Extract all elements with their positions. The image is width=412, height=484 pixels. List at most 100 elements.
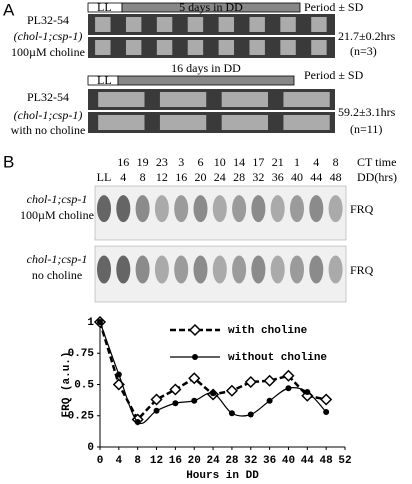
conidia-band	[98, 92, 145, 107]
ct-label: 16	[117, 155, 129, 169]
point	[304, 389, 311, 395]
conidia-band	[95, 17, 111, 32]
dd-hour: 28	[233, 170, 245, 184]
conidia-band	[95, 40, 111, 55]
blot-band	[193, 255, 208, 284]
genotype: (chol-1;csp-1)	[14, 108, 83, 122]
dd-hour: 48	[330, 170, 342, 184]
blot-band	[174, 255, 189, 284]
conidia-band	[187, 40, 204, 55]
blot-band	[290, 255, 304, 284]
conidia-band	[249, 17, 265, 32]
dd-hour: 32	[252, 170, 264, 184]
point	[263, 374, 276, 387]
protein-label: FRQ	[350, 202, 374, 216]
ct-label: 23	[156, 155, 168, 169]
ct-label: 10	[214, 155, 226, 169]
blot-band	[232, 195, 247, 223]
x-tick-label: 52	[338, 455, 351, 467]
race-tube	[88, 112, 335, 133]
period: 21.7±0.2hrs	[338, 29, 396, 43]
blot-band	[97, 255, 111, 284]
race-tube	[88, 89, 335, 110]
blot-condition: 100µM choline	[20, 208, 94, 222]
ct-label: 21	[272, 155, 284, 169]
point	[153, 407, 160, 414]
conidia-band	[156, 17, 173, 32]
conidia-band	[187, 17, 204, 32]
ll-label: LL	[97, 0, 112, 14]
point	[172, 400, 179, 407]
blot-band	[154, 195, 169, 223]
point	[150, 393, 163, 406]
x-tick-label: 16	[169, 455, 182, 467]
dd-axis-label: DD(hrs)	[357, 170, 397, 184]
blot-band	[270, 195, 285, 223]
blot-band	[328, 255, 343, 284]
blot-band	[270, 255, 285, 284]
y-tick-label: 0	[87, 442, 94, 454]
dd-bar	[117, 75, 295, 86]
conidia-band	[283, 115, 330, 130]
legend-label: without choline	[228, 352, 327, 364]
x-tick-label: 44	[301, 455, 315, 467]
conidia-band	[125, 17, 142, 32]
x-tick-label: 8	[134, 455, 141, 467]
dd-hour: 4	[120, 170, 126, 184]
x-tick-label: 4	[116, 455, 123, 467]
dd-hour: 16	[175, 170, 187, 184]
x-tick-label: 32	[244, 455, 257, 467]
ct-label: 8	[333, 155, 339, 169]
conidia-band	[311, 17, 327, 32]
ct-label: 14	[233, 155, 245, 169]
blot-band	[174, 195, 189, 223]
genotype: (chol-1;csp-1)	[14, 29, 83, 43]
conidia-band	[218, 17, 235, 32]
blot-band	[251, 195, 266, 223]
point	[97, 319, 103, 325]
blot-band	[135, 195, 150, 223]
point	[169, 383, 182, 396]
conidia-band	[221, 92, 268, 107]
y-tick-label: 1	[87, 317, 94, 329]
x-tick-label: 0	[97, 455, 104, 467]
blot-band	[116, 195, 131, 223]
panel-label: A	[3, 0, 15, 19]
point	[191, 397, 198, 404]
n: (n=11)	[350, 122, 382, 136]
point	[228, 410, 235, 417]
ct-label: 4	[313, 155, 319, 169]
dd-hour: 24	[214, 170, 226, 184]
x-tick-label: 36	[263, 455, 276, 467]
blot-band	[193, 195, 208, 223]
blot-band	[309, 195, 324, 223]
conidia-band	[280, 40, 296, 55]
dd-bar	[121, 2, 301, 13]
strain: PL32-54	[27, 13, 69, 27]
conidia-band	[283, 92, 330, 107]
point	[244, 375, 257, 389]
period-header: Period ± SD	[304, 68, 364, 82]
dd-hour: 8	[140, 170, 146, 184]
point	[115, 371, 122, 378]
point	[266, 397, 273, 404]
point	[282, 369, 295, 382]
conidia-band	[159, 92, 207, 107]
protein-label: FRQ	[350, 263, 374, 277]
race-tube	[88, 14, 335, 35]
blot-band	[328, 195, 343, 223]
blot-genotype: chol-1;csp-1	[27, 192, 88, 206]
strain: PL32-54	[27, 90, 69, 104]
ct-label: 17	[252, 155, 264, 169]
point	[285, 385, 292, 392]
y-tick-label: 0.75	[68, 348, 95, 360]
dd-label: 16 days in DD	[171, 61, 241, 75]
ct-axis-label: CT time	[357, 155, 396, 169]
blot-band	[290, 195, 304, 223]
blot-band	[116, 255, 131, 284]
point	[210, 390, 217, 397]
conidia-band	[249, 40, 265, 55]
blot-band	[135, 255, 150, 284]
x-tick-label: 40	[282, 455, 295, 467]
